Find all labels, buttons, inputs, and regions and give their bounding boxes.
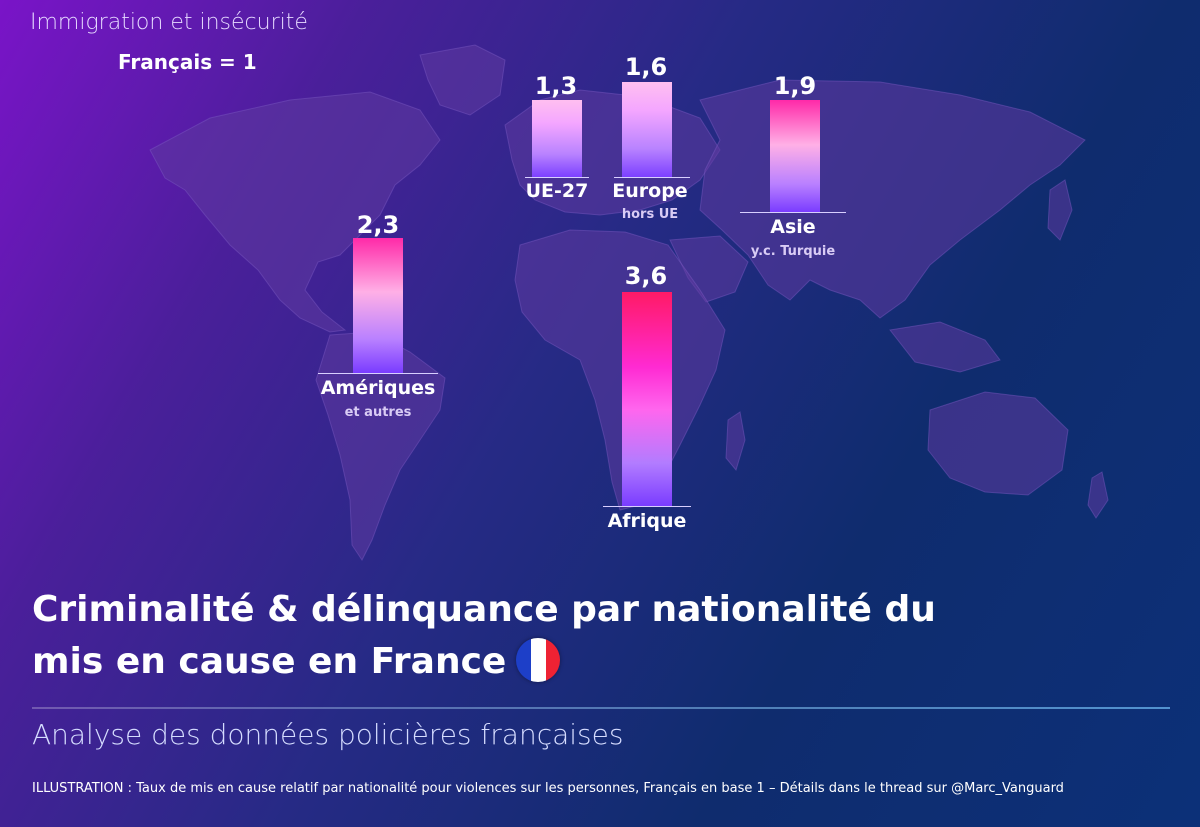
- flag-blue-stripe: [516, 638, 531, 682]
- subtitle: Analyse des données policières française…: [32, 718, 624, 751]
- bar-value-ue27: 1,3: [534, 72, 578, 100]
- flag-white-stripe: [530, 638, 546, 682]
- bar-underline-afrique: [603, 506, 691, 507]
- bar-value-asie: 1,9: [773, 72, 817, 100]
- bar-underline-ameriques: [318, 373, 438, 374]
- bar-ue27: [532, 100, 582, 177]
- bar-sublabel-asie: y.c. Turquie: [750, 244, 836, 259]
- france-flag-icon: [516, 638, 561, 682]
- bar-ameriques: [353, 238, 403, 373]
- bar-value-afrique: 3,6: [624, 262, 668, 290]
- flag-red-stripe: [545, 638, 561, 682]
- bar-asie: [770, 100, 820, 212]
- bar-label-europe: Europe: [612, 180, 688, 202]
- bar-underline-ue27: [525, 177, 589, 178]
- topic-label: Immigration et insécurité: [30, 10, 308, 35]
- bar-label-afrique: Afrique: [607, 510, 687, 532]
- main-title-line1: Criminalité & délinquance par nationalit…: [32, 589, 936, 630]
- bar-europe: [622, 82, 672, 177]
- bar-label-ameriques: Amériques: [320, 377, 436, 399]
- bar-label-ue27: UE-27: [525, 180, 589, 202]
- baseline-note: Français = 1: [118, 50, 257, 74]
- bar-value-europe: 1,6: [624, 53, 668, 81]
- main-title: Criminalité & délinquance par nationalit…: [32, 584, 1132, 688]
- bar-underline-europe: [614, 177, 690, 178]
- footer-note: ILLUSTRATION : Taux de mis en cause rela…: [32, 781, 1064, 796]
- bar-sublabel-europe: hors UE: [621, 207, 679, 222]
- bar-afrique: [622, 292, 672, 506]
- bar-underline-asie: [740, 212, 846, 213]
- bar-value-ameriques: 2,3: [356, 211, 400, 239]
- bar-sublabel-ameriques: et autres: [344, 405, 412, 420]
- main-title-line2-wrap: mis en cause en France: [32, 636, 1132, 688]
- separator-line: [32, 707, 1170, 709]
- bar-label-asie: Asie: [770, 216, 816, 238]
- main-title-line2: mis en cause en France: [32, 641, 507, 682]
